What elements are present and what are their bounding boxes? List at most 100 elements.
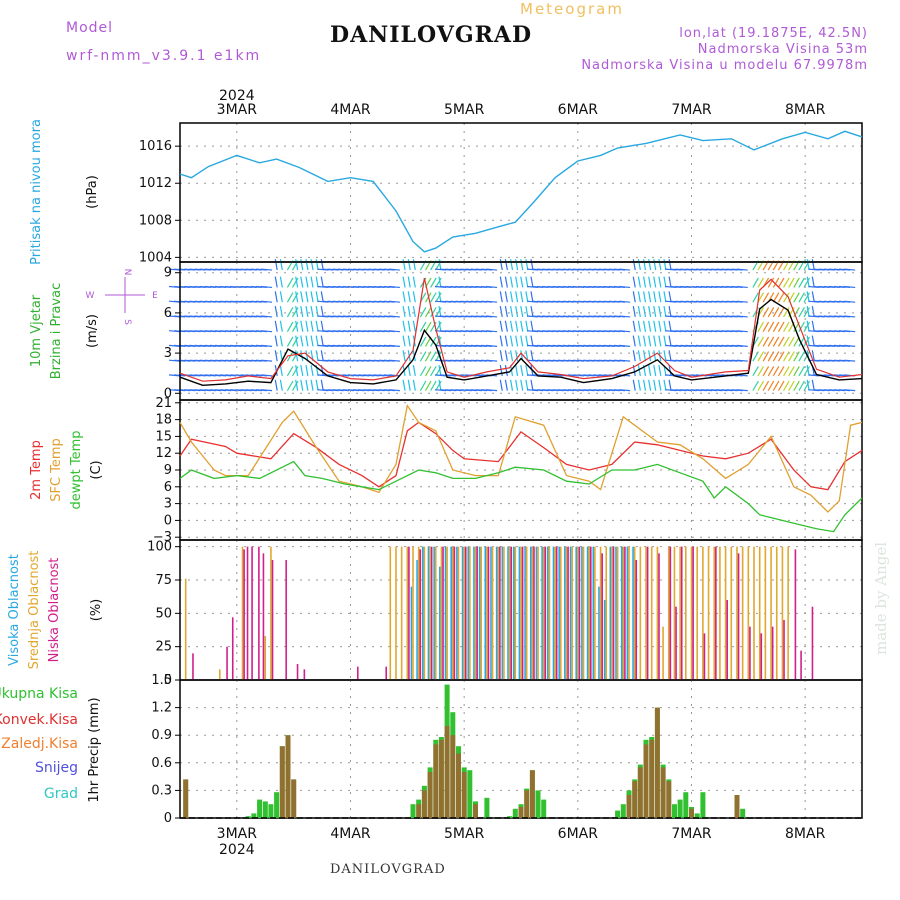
wind-barb xyxy=(430,366,437,377)
wind-barb xyxy=(320,379,324,391)
wind-barb xyxy=(430,307,437,318)
wind-barb xyxy=(510,259,514,271)
wind-barb xyxy=(777,380,785,391)
wind-barb xyxy=(653,291,657,303)
wind-barb xyxy=(419,351,427,362)
wind-barb xyxy=(435,336,442,347)
wind-barb xyxy=(438,276,442,288)
wind-barb xyxy=(632,305,636,318)
y-tick-label: 1.2 xyxy=(151,701,172,716)
wind-barb xyxy=(320,259,324,271)
wind-barb xyxy=(315,335,319,347)
wind-barb xyxy=(292,292,299,303)
precip-bar xyxy=(421,790,427,818)
precip-bar xyxy=(444,726,450,818)
precip-bar xyxy=(467,770,473,818)
wind-barb xyxy=(844,344,856,348)
precip-bar xyxy=(620,804,626,818)
bottom-day-label-8MAR: 8MAR xyxy=(785,826,826,842)
wind-barb xyxy=(806,379,810,391)
wind-barb xyxy=(777,366,785,377)
wind-barb xyxy=(515,291,519,303)
precip-bar xyxy=(473,804,478,818)
y-tick-label: 9 xyxy=(164,266,172,281)
y-tick-label: 0.6 xyxy=(151,756,172,771)
wind-barb xyxy=(279,379,283,391)
precip-bar xyxy=(524,790,530,818)
y-tick-label: 1012 xyxy=(139,176,172,191)
wind-barb xyxy=(305,276,309,288)
wind-barb xyxy=(274,276,278,288)
wind-barb xyxy=(305,364,309,376)
panel-frame xyxy=(179,399,863,541)
wind-barb xyxy=(668,335,672,347)
wind-barb xyxy=(295,335,299,347)
wind-barb xyxy=(772,277,780,288)
wind-barb xyxy=(435,366,442,377)
wind-barb xyxy=(274,350,278,362)
wind-barb xyxy=(736,315,748,318)
wind-title-line2: Brzina i Pravac xyxy=(49,283,64,380)
wind-barb xyxy=(793,380,800,391)
wind-barb xyxy=(658,291,662,303)
wind-barb xyxy=(292,307,299,318)
wind-barb xyxy=(653,335,657,347)
y-tick-label: 3 xyxy=(164,346,172,361)
wind-barb xyxy=(525,259,529,271)
wind-barb xyxy=(499,305,503,318)
wind-barb xyxy=(388,374,400,377)
wind-barb xyxy=(407,259,411,271)
wind-barb xyxy=(653,320,657,332)
wind-barb xyxy=(300,320,304,332)
wind-barb xyxy=(648,379,652,391)
year-label-top: 2024 xyxy=(219,88,255,104)
wind-barb xyxy=(407,335,411,347)
wind-barb xyxy=(798,336,805,347)
wind-barb xyxy=(261,315,273,318)
wind-barb xyxy=(648,305,652,318)
precip-bar xyxy=(427,772,433,818)
wind-barb xyxy=(767,336,775,347)
wind-barb xyxy=(305,335,309,347)
wind-barb xyxy=(499,320,503,332)
y-tick-label: 100 xyxy=(147,540,172,555)
wind-barb xyxy=(637,350,641,362)
wind-barb xyxy=(305,305,309,318)
wind-barb xyxy=(668,320,672,332)
wind-barb xyxy=(772,292,780,303)
bottom-day-label-7MAR: 7MAR xyxy=(671,826,712,842)
wind-barb xyxy=(736,374,748,377)
wind-barb xyxy=(300,291,304,303)
wind-barb xyxy=(407,276,411,288)
y-tick-label: 75 xyxy=(155,573,172,588)
wind-barb xyxy=(486,300,498,303)
panel-frame xyxy=(179,122,863,263)
wind-barb xyxy=(419,380,427,391)
wind-barb xyxy=(310,335,314,347)
wind-barb xyxy=(643,350,647,362)
temp-line-2m-temp xyxy=(179,421,863,491)
wind-barb xyxy=(772,321,780,332)
wind-barb xyxy=(777,321,785,332)
wind-barb xyxy=(402,276,406,288)
wind-barb xyxy=(803,380,811,391)
y-tick-label: 0 xyxy=(164,673,172,688)
wind-barb xyxy=(486,330,498,333)
wind-barb xyxy=(510,291,514,303)
precip-bar xyxy=(268,804,274,818)
wind-barb xyxy=(412,276,416,288)
wind-barb xyxy=(803,321,811,332)
wind-barb xyxy=(402,379,406,391)
wind-barb xyxy=(757,336,765,347)
wind-barb xyxy=(402,305,406,318)
wind-barb xyxy=(811,335,815,347)
wind-barb xyxy=(811,350,815,362)
wind-barb xyxy=(811,259,815,271)
wind-barb xyxy=(430,277,437,288)
wind-barb xyxy=(292,336,299,347)
wind-barb xyxy=(736,389,748,392)
wind-barb xyxy=(261,374,273,377)
wind-barb xyxy=(757,292,765,303)
precip-bar xyxy=(262,801,268,818)
wind-barb xyxy=(757,351,765,362)
